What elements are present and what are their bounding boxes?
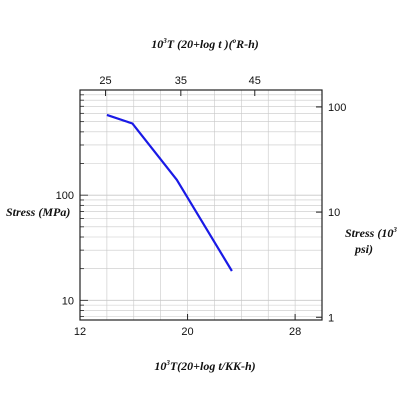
bottom-tick-label: 20	[181, 326, 193, 338]
tick-layer: 12 20 28 10 100 25 35 45 1 10 100	[56, 75, 347, 338]
top-axis-label: 103T (20+log t )(oR-h)	[151, 37, 259, 51]
right-axis-label-line1: Stress (103	[345, 226, 397, 240]
left-tick-label: 10	[62, 295, 74, 307]
left-tick-label: 100	[56, 190, 74, 202]
bottom-axis-label: 103T(20+log t/KK-h)	[154, 359, 255, 373]
grid-layer	[80, 89, 322, 320]
bottom-tick-label: 28	[289, 326, 301, 338]
right-tick-label: 1	[328, 312, 334, 324]
series-line	[106, 113, 233, 272]
left-axis-label: Stress (MPa)	[6, 205, 70, 219]
right-tick-label: 100	[328, 102, 346, 114]
bottom-tick-label: 12	[74, 326, 86, 338]
right-axis-label-line2: psi)	[354, 242, 373, 256]
series-layer	[106, 113, 233, 272]
plot-frame	[79, 89, 323, 321]
top-tick-label: 35	[175, 75, 187, 87]
right-tick-label: 10	[328, 207, 340, 219]
top-tick-label: 25	[99, 75, 111, 87]
top-tick-label: 45	[249, 75, 261, 87]
